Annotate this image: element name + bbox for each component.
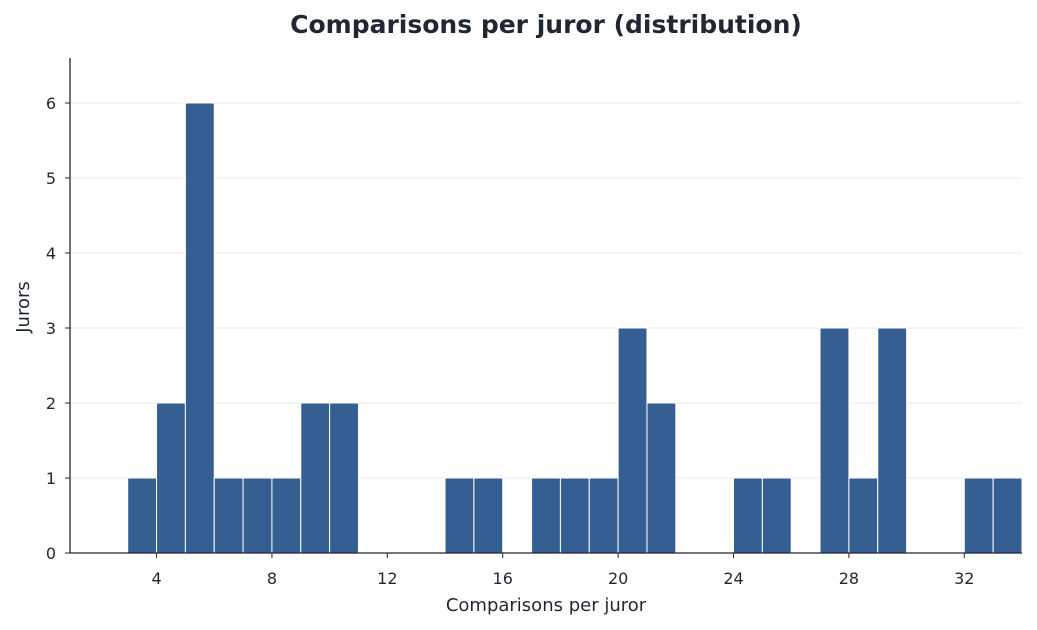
histogram-bar — [963, 477, 994, 554]
histogram-bar — [444, 477, 475, 554]
histogram-bar — [992, 477, 1023, 554]
axes — [69, 58, 1022, 554]
histogram-bar — [213, 477, 244, 554]
x-axis-label: Comparisons per juror — [446, 595, 647, 616]
histogram-bars — [127, 102, 1023, 554]
histogram-bar — [617, 327, 648, 554]
x-tick-label: 28 — [839, 569, 859, 588]
histogram-bar — [559, 477, 590, 554]
y-tick-label: 6 — [46, 94, 56, 113]
y-tick-label: 2 — [46, 394, 56, 413]
histogram-bar — [242, 477, 273, 554]
histogram-bar — [646, 402, 677, 554]
histogram-bar — [848, 477, 879, 554]
x-tick-label: 20 — [608, 569, 628, 588]
x-tick-label: 4 — [151, 569, 161, 588]
histogram-bar — [819, 327, 850, 554]
x-tick-label: 12 — [377, 569, 397, 588]
y-axis-label: Jurors — [13, 281, 34, 334]
x-tick-label: 16 — [493, 569, 513, 588]
y-tick-label: 5 — [46, 169, 56, 188]
x-tick-label: 32 — [954, 569, 974, 588]
histogram-bar — [271, 477, 302, 554]
histogram-bar — [300, 402, 331, 554]
histogram-bar — [184, 102, 215, 554]
histogram-bar — [329, 402, 359, 554]
histogram-bar — [531, 477, 561, 554]
y-tick-label: 3 — [46, 319, 56, 338]
x-tick-label: 8 — [267, 569, 277, 588]
histogram-bar — [761, 477, 792, 554]
histogram-bar — [588, 477, 619, 554]
histogram-bar — [156, 402, 186, 554]
chart-title: Comparisons per juror (distribution) — [290, 10, 802, 39]
histogram-bar — [127, 477, 158, 554]
y-tick-label: 1 — [46, 469, 56, 488]
histogram-bar — [877, 327, 908, 554]
histogram-bar — [473, 477, 504, 554]
histogram-bar — [733, 477, 763, 554]
y-tick-label: 0 — [46, 544, 56, 563]
y-tick-label: 4 — [46, 244, 56, 263]
x-tick-label: 24 — [723, 569, 743, 588]
